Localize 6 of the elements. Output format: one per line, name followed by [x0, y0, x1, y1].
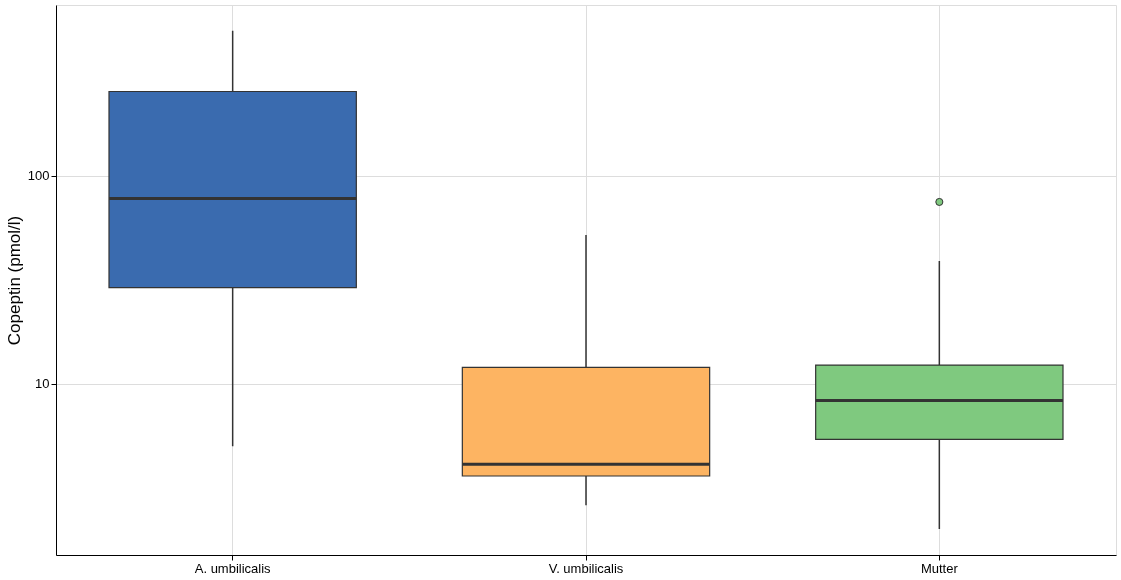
y-tick-label: 10	[35, 376, 50, 392]
x-tick-label: Mutter	[920, 560, 959, 576]
y-tick-label: 100	[27, 168, 50, 184]
x-tick-label: V. umbilicalis	[548, 560, 624, 576]
y-axis-title: Copeptin (pmol/l)	[4, 215, 24, 346]
x-tick-label: A. umbilicalis	[194, 560, 272, 576]
